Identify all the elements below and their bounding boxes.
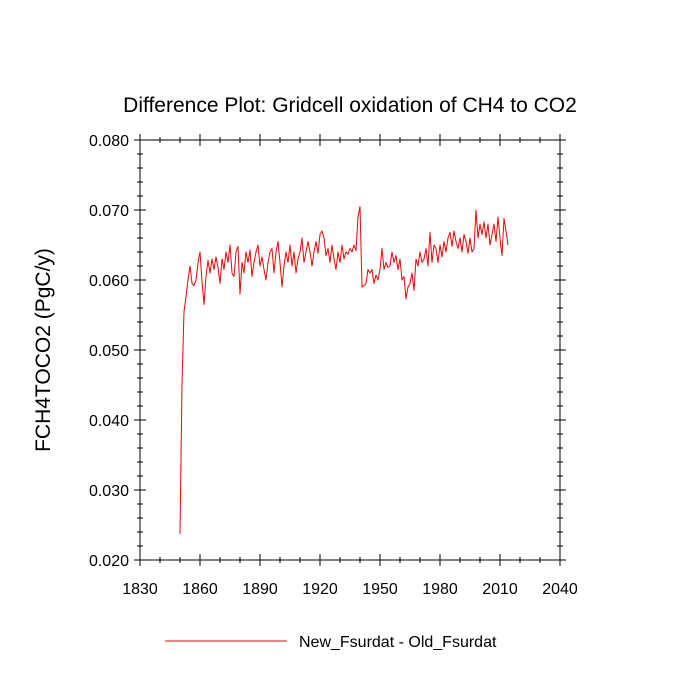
y-tick-label: 0.030 [89, 483, 129, 500]
y-tick-label: 0.050 [89, 343, 129, 360]
plot-frame [139, 139, 561, 561]
legend-label: New_Fsurdat - Old_Fsurdat [299, 634, 497, 651]
x-tick-label: 1980 [422, 581, 458, 598]
x-tick-label: 1950 [362, 581, 398, 598]
y-tick-label: 0.020 [89, 553, 129, 570]
y-tick-label: 0.080 [89, 133, 129, 150]
y-tick-label: 0.070 [89, 203, 129, 220]
legend: New_Fsurdat - Old_Fsurdat [165, 634, 497, 651]
axes: 1830 1860 1890 1920 1950 1980 2010 2040 0.020 0.0… [89, 133, 578, 598]
x-tick-label: 2010 [482, 581, 518, 598]
x-tick-label: 1860 [182, 581, 218, 598]
y-tick-label: 0.060 [89, 273, 129, 290]
x-tick-label: 1920 [302, 581, 338, 598]
series-layer [179, 206, 509, 535]
chart-title: Difference Plot: Gridcell oxidation of C… [123, 94, 577, 117]
series-line [179, 206, 509, 535]
y-axis-label: FCH4TOCO2 (PgC/y) [32, 248, 55, 452]
y-tick-label: 0.040 [89, 413, 129, 430]
x-tick-label: 1830 [122, 581, 158, 598]
x-tick-label: 1890 [242, 581, 278, 598]
x-tick-label: 2040 [542, 581, 578, 598]
